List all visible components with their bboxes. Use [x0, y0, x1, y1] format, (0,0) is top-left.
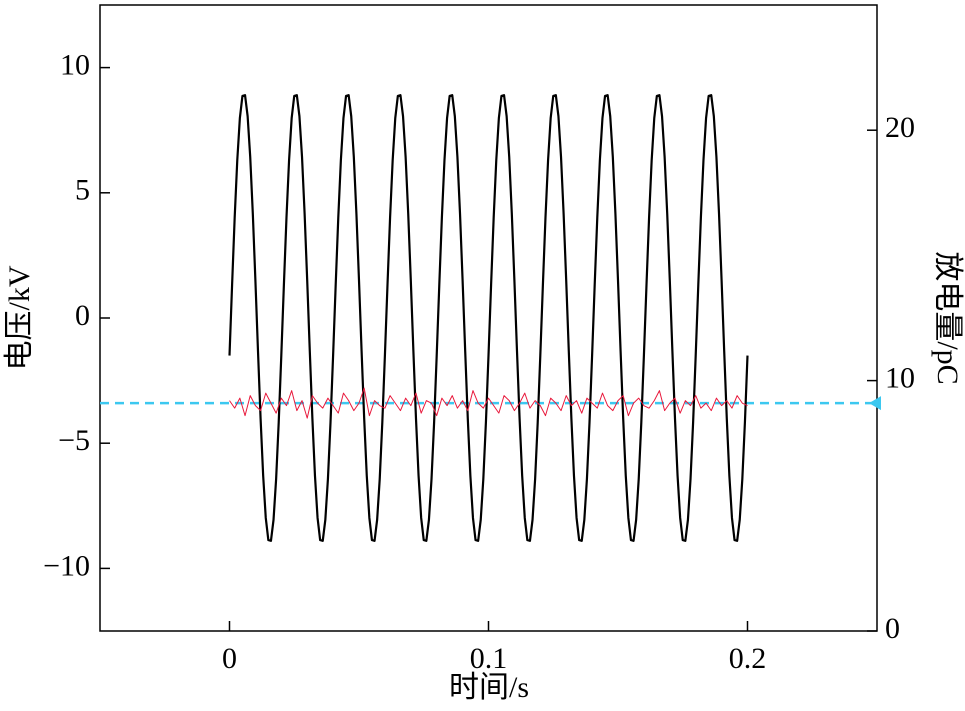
- reference-marker: [869, 396, 881, 411]
- y-axis-label: 电压/kV: [3, 265, 36, 370]
- y-tick-label: −10: [43, 549, 90, 582]
- y2-axis-label: 放电量/pC: [931, 251, 964, 384]
- x-tick-label: 0.2: [729, 642, 767, 675]
- x-axis-label: 时间/s: [449, 671, 529, 704]
- y2-tick-label: 0: [885, 612, 900, 645]
- y-tick-label: 0: [75, 299, 90, 332]
- y-tick-label: −5: [58, 424, 90, 457]
- y2-tick-label: 10: [885, 361, 915, 394]
- plot-frame: [99, 4, 878, 632]
- x-tick-label: 0: [222, 642, 237, 675]
- data-line: [229, 387, 748, 419]
- data-line: [228, 94, 749, 542]
- x-tick-label: 0.1: [470, 642, 508, 675]
- y-tick-label: 5: [75, 174, 90, 207]
- y-tick-label: 10: [60, 48, 90, 81]
- y2-tick-label: 20: [885, 111, 915, 144]
